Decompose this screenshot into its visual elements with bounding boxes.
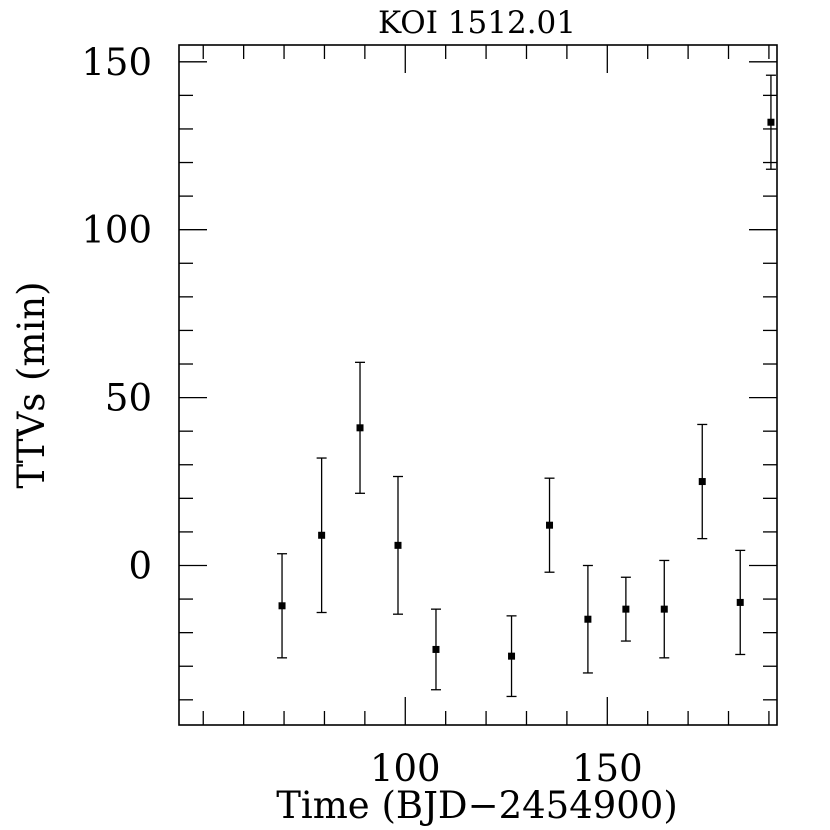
y-tick-label: 50 [105,377,152,420]
data-point [622,605,630,613]
data-point [318,531,326,539]
axes: 100 150 0 50 100 150 [81,41,777,790]
plot-frame [178,44,778,726]
data-point [584,615,592,623]
y-axis-label: TTVs (min) [10,281,53,488]
data-point [660,605,668,613]
x-tick-label: 100 [370,747,441,790]
data-point [508,652,516,660]
data-point [767,118,775,126]
x-axis-label: Time (BJD−2454900) [276,784,678,827]
data-point [736,598,744,606]
y-tick-label: 150 [81,41,152,84]
data-point [432,645,440,653]
data-point [278,602,286,610]
y-tick-label: 100 [81,209,152,252]
data-point [394,541,402,549]
data-point [698,478,706,486]
chart-title: KOI 1512.01 [378,5,576,41]
y-tick-label: 0 [128,544,152,587]
data-point [356,424,364,432]
data-point [546,521,554,529]
data-series [277,74,776,698]
x-tick-label: 150 [572,747,643,790]
